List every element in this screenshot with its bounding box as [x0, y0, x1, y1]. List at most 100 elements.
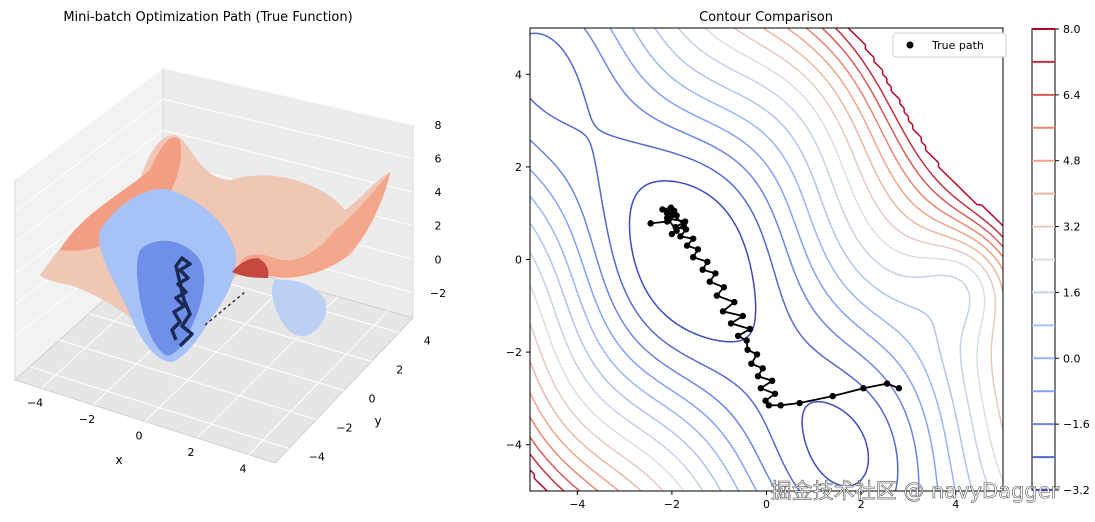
grid-y-2: [88, 313, 345, 391]
surface-red-peak-center: [232, 258, 269, 278]
path-point: [663, 210, 671, 217]
surface-title: Mini-batch Optimization Path (True Funct…: [63, 10, 352, 25]
ztick-label-3d: 4: [435, 186, 442, 199]
ytick-label: 2: [515, 161, 522, 174]
contour-plot-area: [530, 28, 1003, 491]
legend: True path: [892, 32, 1007, 58]
path-point: [689, 235, 697, 242]
colorbar-tick-label: 0.0: [1063, 352, 1081, 365]
path-point: [699, 266, 706, 273]
path-point: [768, 377, 776, 385]
ytick-label-3d: 0: [369, 393, 376, 406]
contour-level-0: [628, 180, 870, 487]
contour-level-7: [530, 28, 1003, 491]
ytick-label-3d: 2: [396, 364, 403, 377]
contour-lines: [530, 28, 1003, 491]
xtick-label: −4: [569, 498, 585, 511]
contour-level-2: [530, 28, 920, 491]
grid-y-1: [59, 339, 317, 420]
surface-axes: −4 −2 0 2 4 −4 −2 0 2 4 −2 0 2 4 6 8: [27, 119, 446, 476]
path-point: [829, 392, 836, 400]
ztick-label-3d: 8: [435, 119, 442, 132]
path-point: [712, 270, 719, 277]
path-point: [669, 210, 677, 218]
colorbar-tick-label: −1.6: [1063, 418, 1090, 431]
ytick-label: −2: [506, 346, 522, 359]
ytick-label: 0: [515, 254, 522, 267]
xtick-label: 2: [858, 498, 865, 511]
ztick-label-3d: 2: [435, 220, 442, 233]
path-point: [659, 206, 666, 213]
path-point: [796, 399, 803, 407]
path-point: [759, 365, 766, 372]
path-point: [753, 351, 761, 358]
path-point: [777, 402, 784, 409]
ztick-label-3d: −2: [430, 287, 446, 300]
path-point: [895, 385, 903, 392]
path-point: [663, 218, 671, 225]
contour-level-14: [530, 28, 1003, 491]
path-point: [713, 292, 721, 299]
ytick-label: −4: [506, 439, 522, 452]
xtick-label: −2: [664, 498, 680, 511]
surface-blue-core: [136, 240, 205, 356]
contour-level-3: [530, 28, 939, 491]
path-point: [748, 360, 755, 367]
colorbar-tick-label: 3.2: [1063, 221, 1081, 234]
surface-xlabel: x: [115, 453, 122, 467]
contour-level-4: [530, 28, 957, 491]
grid-z-5: [162, 67, 414, 126]
path-point: [771, 390, 779, 397]
contour-panel: Contour Comparison −4 −2 0 2 4 −4 −2 0 2 4 True p…: [506, 10, 1090, 511]
xtick-label-3d: 4: [240, 463, 247, 476]
xtick-label-3d: −4: [27, 396, 43, 409]
xtick-label: 0: [763, 498, 770, 511]
contour-level-6: [530, 28, 991, 491]
path-point: [680, 221, 687, 228]
optimizer-path-3d-tail: [204, 291, 246, 326]
path-point: [731, 298, 738, 306]
contour-level-1: [530, 32, 899, 491]
colorbar-tick-label: 4.8: [1063, 155, 1081, 168]
colorbar-ticks: −3.2 −1.6 0.0 1.6 3.2 4.8 6.4 8.0: [1055, 23, 1090, 497]
path-point: [762, 397, 769, 404]
path-point: [673, 227, 680, 234]
contour-level-8: [530, 28, 1003, 491]
path-point: [720, 284, 728, 291]
colorbar-levels: [1032, 28, 1055, 491]
path-point: [706, 278, 713, 285]
colorbar-tick-label: −3.2: [1063, 484, 1090, 497]
grid-zl-4: [14, 98, 164, 212]
contour-level-11: [530, 28, 1003, 491]
path-point: [883, 380, 891, 387]
contour-level-13: [530, 28, 1003, 491]
path-point: [743, 337, 750, 344]
path-point: [683, 242, 691, 249]
path-point: [754, 372, 762, 380]
contour-level-12: [530, 28, 1003, 491]
grid-y-0: [29, 366, 289, 449]
surface: [40, 135, 390, 362]
legend-box: [892, 32, 1007, 58]
path-point: [860, 385, 867, 392]
surface-red-peak-left: [60, 137, 181, 251]
xtick-label: 4: [952, 498, 959, 511]
path-point: [746, 325, 754, 333]
path-point: [667, 204, 675, 211]
colorbar: −3.2 −1.6 0.0 1.6 3.2 4.8 6.4 8.0: [1031, 23, 1090, 497]
contour-level-10: [530, 28, 1003, 491]
path-point: [668, 230, 676, 238]
path-point: [727, 320, 735, 327]
colorbar-tick-label: 8.0: [1063, 23, 1081, 36]
path-point: [647, 220, 654, 227]
path-point: [765, 402, 773, 409]
path-point: [734, 332, 742, 340]
contour-level-5: [530, 28, 974, 491]
grid-zl-3: [14, 129, 164, 243]
contour-level-9: [530, 28, 1003, 491]
ytick-label-3d: −2: [336, 422, 352, 435]
path-point: [694, 246, 702, 253]
colorbar-tick-label: 1.6: [1063, 286, 1081, 299]
surface-ylabel: y: [374, 414, 381, 428]
